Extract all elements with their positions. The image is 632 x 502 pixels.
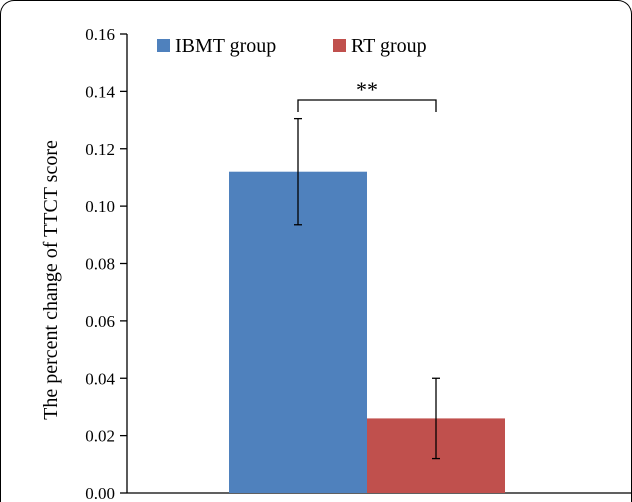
y-axis-label: The percent change of TTCT score <box>40 140 62 420</box>
legend-swatch <box>333 39 346 52</box>
y-tick-label: 0.04 <box>85 369 115 388</box>
y-tick-label: 0.00 <box>85 484 115 502</box>
legend-swatch <box>157 39 170 52</box>
significance-bracket <box>297 99 437 112</box>
significance-stars: ** <box>356 77 378 102</box>
y-tick-label: 0.14 <box>85 82 115 101</box>
y-tick-label: 0.10 <box>85 197 115 216</box>
legend-label: IBMT group <box>175 35 276 57</box>
bars <box>229 171 505 493</box>
legend-label: RT group <box>351 35 427 57</box>
y-tick-label: 0.08 <box>85 255 115 274</box>
y-tick-label: 0.12 <box>85 140 115 159</box>
significance-annotation: ** <box>297 77 437 112</box>
y-tick-label: 0.06 <box>85 312 115 331</box>
axes: 0.00 0.02 0.04 0.06 0.08 0.10 0.12 0.14 0.16 <box>85 25 632 502</box>
y-tick-label: 0.02 <box>85 427 115 446</box>
legend: IBMT group RT group <box>157 35 427 57</box>
y-tick-label: 0.16 <box>85 25 115 44</box>
error-bars <box>294 117 440 460</box>
